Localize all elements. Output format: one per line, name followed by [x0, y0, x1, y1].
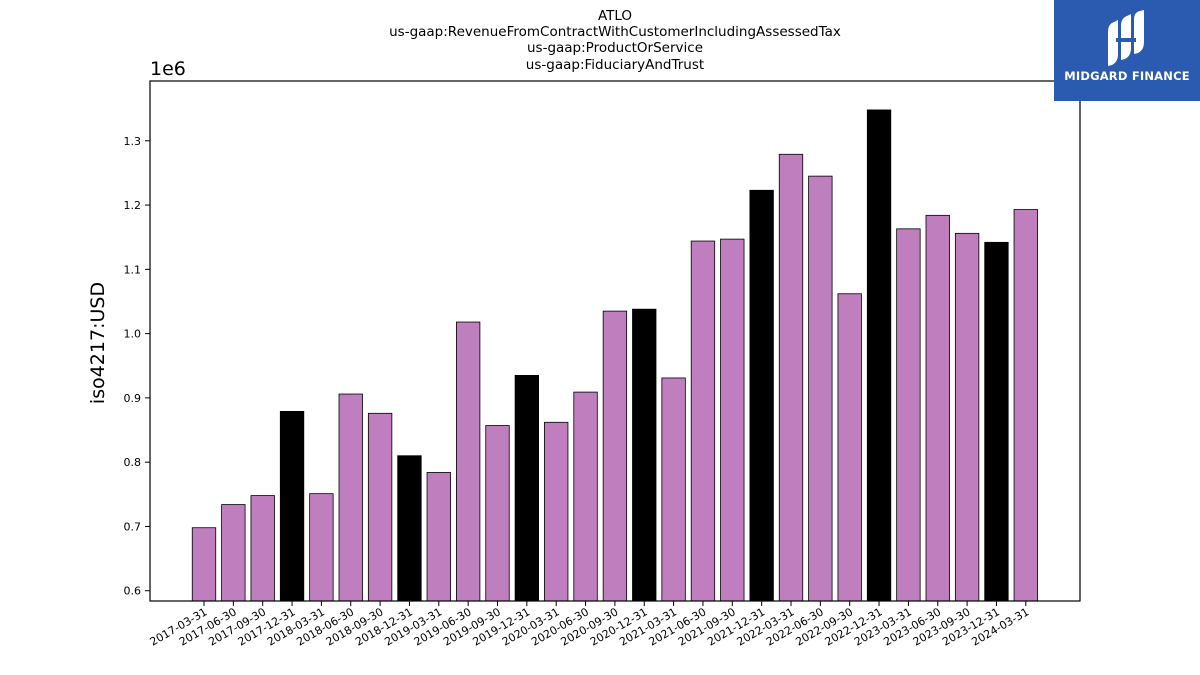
bar-2017-12-31 [279, 410, 305, 602]
bar-2022-09-30 [837, 293, 862, 602]
y-tick-label: 1.1 [124, 263, 142, 276]
chart-title-line: ATLO [598, 8, 632, 24]
chart-title-line: us-gaap:FiduciaryAndTrust [526, 57, 704, 73]
bar-2023-03-31 [896, 228, 921, 602]
logo-text: MIDGARD FINANCE [1064, 69, 1190, 83]
bar-2021-06-30 [690, 240, 716, 602]
midgard-mi-logo-icon [1108, 10, 1144, 66]
bar-2019-06-30 [455, 321, 481, 602]
y-tick-label: 0.9 [124, 392, 142, 405]
bar-2020-09-30 [602, 310, 628, 602]
bar-2017-09-30 [250, 495, 275, 602]
y-tick-label: 0.8 [124, 456, 142, 469]
bar-2020-06-30 [573, 391, 598, 602]
bar-2020-12-31 [632, 308, 657, 602]
y-tick-label: 1.0 [124, 328, 142, 341]
plot-area-frame [149, 80, 1081, 602]
bar-2019-03-31 [426, 472, 451, 602]
chart-title-line: us-gaap:ProductOrService [527, 40, 703, 56]
x-axis-ticks: 2017-03-312017-06-302017-09-302017-12-31… [148, 601, 1031, 649]
bar-2019-12-31 [514, 374, 539, 602]
bar-2022-06-30 [808, 175, 833, 602]
y-tick-label: 1.3 [124, 135, 142, 148]
bar-2017-06-30 [221, 504, 246, 602]
bar-2022-03-31 [778, 153, 804, 602]
bar-2022-12-31 [866, 109, 892, 602]
bar-2018-03-31 [309, 493, 334, 602]
bars-group [191, 109, 1038, 602]
bar-2018-12-31 [397, 455, 422, 602]
bar-2024-03-31 [1013, 209, 1038, 602]
bar-2021-03-31 [661, 377, 686, 602]
y-axis-label: iso4217:USD [87, 282, 109, 404]
bar-2021-09-30 [720, 238, 745, 602]
bar-2017-03-31 [191, 527, 217, 602]
y-axis-ticks: 0.6 0.7 0.8 0.9 1.0 1.1 1.2 1.3 [124, 135, 150, 598]
chart-title-line: us-gaap:RevenueFromContractWithCustomerI… [389, 24, 841, 40]
midgard-finance-logo: MIDGARD FINANCE [1054, 0, 1200, 101]
bar-2018-06-30 [338, 393, 363, 602]
y-tick-label: 0.6 [124, 585, 142, 598]
bar-2023-06-30 [925, 214, 950, 602]
bar-2020-03-31 [544, 421, 569, 602]
bar-2023-09-30 [954, 232, 980, 602]
bar-2018-09-30 [367, 412, 393, 602]
bar-2023-12-31 [984, 241, 1009, 602]
bar-2021-12-31 [749, 189, 774, 602]
chart-title: ATLO us-gaap:RevenueFromContractWithCust… [389, 8, 841, 73]
bar-2019-09-30 [485, 425, 510, 602]
y-axis-offset-label: 1e6 [150, 58, 186, 80]
y-tick-label: 0.7 [124, 520, 142, 533]
y-tick-label: 1.2 [124, 199, 142, 212]
